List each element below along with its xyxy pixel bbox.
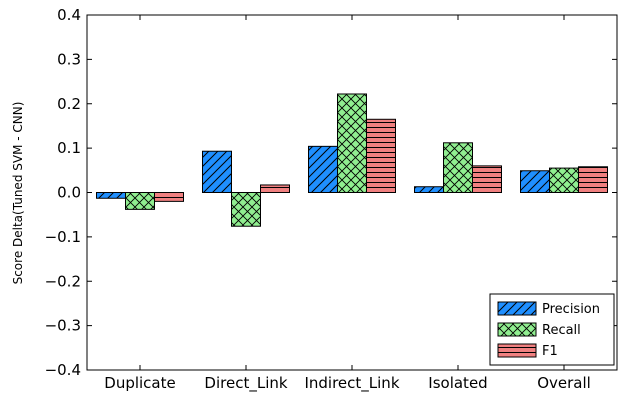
legend-label-f1: F1: [542, 344, 558, 359]
x-tick-label-direct-link: Direct_Link: [204, 374, 287, 393]
bar-precision-direct-link-hatch: [202, 150, 232, 193]
y-tick-label: 0.4: [57, 6, 81, 24]
plot-frame: [86, 14, 618, 371]
y-tick-label: −0.1: [45, 228, 81, 246]
x-tick-label-overall: Overall: [537, 374, 591, 392]
legend-swatch-hatch-f1: [497, 343, 537, 358]
bar-f1-overall-hatch: [578, 166, 608, 193]
bar-precision-indirect-link-hatch: [308, 145, 338, 194]
x-tick-label-indirect-link: Indirect_Link: [304, 374, 399, 393]
legend-label-recall: Recall: [542, 323, 581, 338]
y-tick-label: 0.3: [57, 50, 81, 68]
y-tick-label: −0.2: [45, 272, 81, 290]
bar-precision-isolated-hatch: [414, 186, 444, 193]
bar-recall-indirect-link-hatch: [337, 93, 367, 193]
y-tick-label: −0.4: [45, 361, 81, 379]
x-tick-label-isolated: Isolated: [428, 374, 487, 392]
bar-f1-duplicate-hatch: [154, 192, 184, 202]
bars: [96, 93, 608, 227]
bar-recall-direct-link-hatch: [231, 192, 261, 227]
legend-swatch-hatch-precision: [497, 301, 537, 316]
bar-precision-overall-hatch: [520, 170, 550, 194]
bar-f1-direct-link-hatch: [260, 184, 290, 194]
legend-label-precision: Precision: [542, 302, 600, 317]
axis-ticks: −0.4 −0.3 −0.2 −0.1 0.0 0.1 0.2 0.3 0.4 Duplicate…: [45, 6, 617, 393]
bar-recall-duplicate-hatch: [125, 192, 155, 210]
legend-swatch-hatch-recall: [497, 322, 537, 337]
legend: Precision Recall F1: [489, 293, 615, 366]
y-tick-label: 0.1: [57, 139, 81, 157]
bar-recall-isolated-hatch: [443, 142, 473, 194]
y-tick-label: 0.2: [57, 95, 81, 113]
bar-f1-isolated-hatch: [472, 165, 502, 193]
y-axis-label: Score Delta(Tuned SVM - CNN): [11, 102, 25, 285]
bar-f1-indirect-link-hatch: [366, 118, 396, 193]
x-tick-label-duplicate: Duplicate: [104, 374, 175, 392]
bar-precision-duplicate-hatch: [96, 192, 126, 199]
y-tick-label: −0.3: [45, 317, 81, 335]
y-tick-label: 0.0: [57, 184, 81, 202]
bar-recall-overall-hatch: [549, 167, 579, 193]
